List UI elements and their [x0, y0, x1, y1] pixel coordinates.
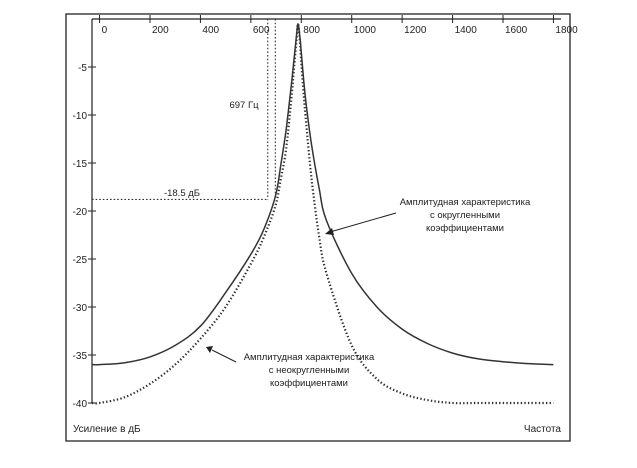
y-tick-label: -15 [73, 159, 88, 170]
x-tick-label: 1600 [505, 25, 528, 36]
axes-group: 0 200 400 600 800 1000 1200 1400 1600 1800 -5-10-… [73, 15, 578, 410]
x-tick-label: 0 [102, 25, 108, 36]
reference-lines [92, 19, 276, 201]
series-line-unrounded [91, 22, 554, 405]
y-tick-label: -35 [73, 351, 88, 362]
label-rounded-curve: Амплитудная характеристика с округленным… [400, 197, 531, 234]
x-tick-label: 1800 [555, 25, 578, 36]
series-line-rounded [91, 23, 554, 366]
pointer-line-rounded [329, 212, 397, 233]
pointer-arrowhead-rounded [325, 228, 334, 235]
y-tick-label: -40 [73, 399, 88, 410]
label-rounded-line-1: Амплитудная характеристика [400, 197, 531, 208]
x-tick-group: 0 200 400 600 800 1000 1200 1400 1600 1800 [99, 15, 578, 36]
y-tick-group: -5 -10 -15 -20 -25 -30 -35 -40 [73, 63, 96, 410]
x-tick-label: 200 [152, 25, 169, 36]
y-tick-label: -30 [73, 303, 88, 314]
label-rounded-line-3: коэффициентами [426, 223, 504, 234]
x-tick-label: 1000 [354, 25, 377, 36]
annotation-pointers [206, 212, 397, 363]
x-tick-label: 600 [253, 25, 270, 36]
x-tick-label: 400 [202, 25, 219, 36]
label-unrounded-curve: Амплитудная характеристика с неокругленн… [244, 352, 375, 389]
x-tick-label: 800 [303, 25, 320, 36]
series-group [91, 22, 554, 405]
label-rounded-line-2: с округленными [430, 210, 500, 221]
y-tick-label: -25 [73, 255, 88, 266]
caption-strip [0, 448, 637, 468]
y-axis-label: Усиление в дБ [73, 424, 141, 435]
x-tick-label: 1200 [404, 25, 427, 36]
pointer-line-unrounded [211, 349, 237, 363]
pointer-arrowhead-unrounded [206, 346, 213, 353]
y-tick-label: -5 [78, 63, 87, 74]
x-tick-label: 1400 [455, 25, 478, 36]
y-tick-label: -10 [73, 111, 88, 122]
label-unrounded-line-2: с неокругленными [269, 365, 350, 376]
label-unrounded-line-1: Амплитудная характеристика [244, 352, 375, 363]
x-axis-label: Частота [524, 424, 562, 435]
annotation-gain: -18.5 дБ [164, 188, 200, 199]
label-unrounded-line-3: коэффициентами [270, 378, 348, 389]
y-tick-label: -20 [73, 207, 88, 218]
annotation-frequency: 697 Гц [229, 100, 259, 111]
plot-frame [65, 13, 571, 442]
